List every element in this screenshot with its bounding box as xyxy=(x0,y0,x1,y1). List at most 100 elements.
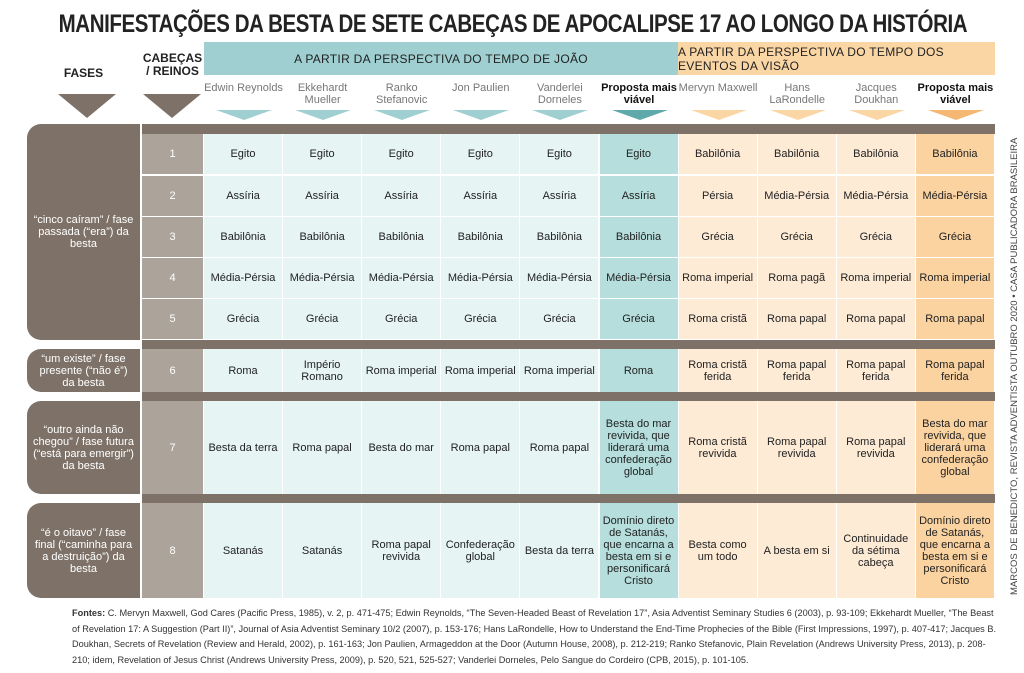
table-cell: Média-Pérsia xyxy=(599,258,678,298)
cabecas-arrow-icon xyxy=(143,94,201,118)
table-cell: Roma papal ferida xyxy=(915,349,994,392)
author-header: Proposta mais viável xyxy=(916,82,995,120)
table-cell: Média-Pérsia xyxy=(836,176,915,216)
author-header: Hans LaRondelle xyxy=(758,82,837,120)
table-cell: Média-Pérsia xyxy=(757,176,836,216)
head-number: 6 xyxy=(142,349,203,392)
table-cell: Besta do mar revivida, que liderará uma … xyxy=(915,401,994,494)
table-cell: Roma papal ferida xyxy=(836,349,915,392)
author-header: Ranko Stefanovic xyxy=(362,82,441,120)
table-cell: Confederação global xyxy=(441,503,520,598)
table-cell: Domínio direto de Satanás, que encarna a… xyxy=(915,503,994,598)
table-cell: Roma papal xyxy=(836,299,915,339)
table-cell: Média-Pérsia xyxy=(915,176,994,216)
table-cell: Babilônia xyxy=(678,134,757,174)
visao-header: A PARTIR DA PERSPECTIVA DO TEMPO DOS EVE… xyxy=(678,42,995,75)
author-arrow-icon xyxy=(690,110,747,120)
table-cell: Média-Pérsia xyxy=(362,258,441,298)
head-number: 1 xyxy=(142,134,203,174)
head-number: 5 xyxy=(142,299,203,339)
author-name: Ranko Stefanovic xyxy=(376,82,428,106)
author-name: Proposta mais viável xyxy=(601,82,677,106)
author-name: Hans LaRondelle xyxy=(769,82,826,106)
table-cell: Babilônia xyxy=(441,217,520,257)
author-header: Proposta mais viável xyxy=(600,82,679,120)
author-name: Proposta mais viável xyxy=(917,82,994,106)
table-cell: Grécia xyxy=(362,299,441,339)
author-name: Jacques Doukhan xyxy=(854,82,899,106)
table-cell: Roma xyxy=(599,349,678,392)
fase-label: “é o oitavo” / fase final (“caminha para… xyxy=(27,503,140,598)
author-arrow-icon xyxy=(295,110,352,120)
table-cell: Grécia xyxy=(757,217,836,257)
table-cell: Roma papal revivida xyxy=(836,401,915,494)
table-cell: Grécia xyxy=(915,217,994,257)
table-cell: Média-Pérsia xyxy=(283,258,362,298)
table-cell: Roma cristã ferida xyxy=(678,349,757,392)
table-cell: Roma papal xyxy=(441,401,520,494)
table-cell: Roma xyxy=(204,349,282,392)
sources-body: C. Mervyn Maxwell, God Cares (Pacific Pr… xyxy=(72,608,997,665)
table-cell: Assíria xyxy=(204,176,282,216)
author-arrow-icon xyxy=(532,110,589,120)
table-cell: Grécia xyxy=(283,299,362,339)
table-cell: Roma papal revivida xyxy=(757,401,836,494)
table-cell: Besta da terra xyxy=(204,401,282,494)
table-cell: Egito xyxy=(283,134,362,174)
table-cell: Média-Pérsia xyxy=(520,258,599,298)
table-cell: Roma imperial xyxy=(520,349,599,392)
separator-bar xyxy=(142,494,995,503)
table-cell: Roma imperial xyxy=(362,349,441,392)
cabecas-header: CABEÇAS / REINOS xyxy=(142,51,203,78)
author-header: Vanderlei Dorneles xyxy=(520,82,599,120)
author-name: Vanderlei Dorneles xyxy=(537,82,583,106)
author-arrow-icon xyxy=(216,110,272,120)
table-cell: Babilônia xyxy=(757,134,836,174)
side-credit: MARCOS DE BENEDICTO, REVISTA ADVENTISTA … xyxy=(1009,137,1020,595)
fase-label: “um existe” / fase presente (“não é”) da… xyxy=(27,349,140,392)
table-cell: Babilônia xyxy=(362,217,441,257)
table-cell: Babilônia xyxy=(520,217,599,257)
author-arrow-icon xyxy=(611,110,668,120)
table-cell: Babilônia xyxy=(915,134,994,174)
author-name: Mervyn Maxwell xyxy=(678,82,758,94)
author-name: Edwin Reynolds xyxy=(204,82,283,94)
head-number: 8 xyxy=(142,503,203,598)
sources-label: Fontes: xyxy=(72,608,106,618)
fase-label: “outro ainda não chegou” / fase futura (… xyxy=(27,401,140,494)
table-cell: Egito xyxy=(520,134,599,174)
author-arrow-icon xyxy=(374,110,431,120)
table-cell: Domínio direto de Satanás, que encarna a… xyxy=(599,503,678,598)
table-cell: Roma cristã xyxy=(678,299,757,339)
table-cell: Assíria xyxy=(362,176,441,216)
table-cell: Roma imperial xyxy=(441,349,520,392)
table-cell: Grécia xyxy=(441,299,520,339)
table-cell: Roma imperial xyxy=(915,258,994,298)
table-cell: Roma papal xyxy=(915,299,994,339)
table-cell: Roma papal revivida xyxy=(362,503,441,598)
head-number: 4 xyxy=(142,258,203,298)
table-cell: Assíria xyxy=(599,176,678,216)
author-name: Jon Paulien xyxy=(452,82,510,94)
author-header: Mervyn Maxwell xyxy=(678,82,758,120)
table-cell: Assíria xyxy=(520,176,599,216)
table-cell: Roma papal xyxy=(520,401,599,494)
fase-label: “cinco caíram” / fase passada (“era”) da… xyxy=(27,124,140,340)
author-header: Jon Paulien xyxy=(441,82,520,120)
author-header: Ekkehardt Mueller xyxy=(283,82,362,120)
table-cell: Egito xyxy=(599,134,678,174)
table-cell: Roma cristã revivida xyxy=(678,401,757,494)
table-cell: Egito xyxy=(362,134,441,174)
separator-bar xyxy=(142,392,995,401)
author-arrow-icon xyxy=(848,110,905,120)
table-cell: Besta como um todo xyxy=(678,503,757,598)
head-number: 7 xyxy=(142,401,203,494)
table-cell: Assíria xyxy=(283,176,362,216)
author-name: Ekkehardt Mueller xyxy=(297,82,348,106)
table-cell: A besta em si xyxy=(757,503,836,598)
joao-header: A PARTIR DA PERSPECTIVA DO TEMPO DE JOÃO xyxy=(204,42,678,75)
table-cell: Média-Pérsia xyxy=(204,258,282,298)
table-cell: Satanás xyxy=(204,503,282,598)
head-number: 3 xyxy=(142,217,203,257)
author-header: Edwin Reynolds xyxy=(204,82,283,120)
